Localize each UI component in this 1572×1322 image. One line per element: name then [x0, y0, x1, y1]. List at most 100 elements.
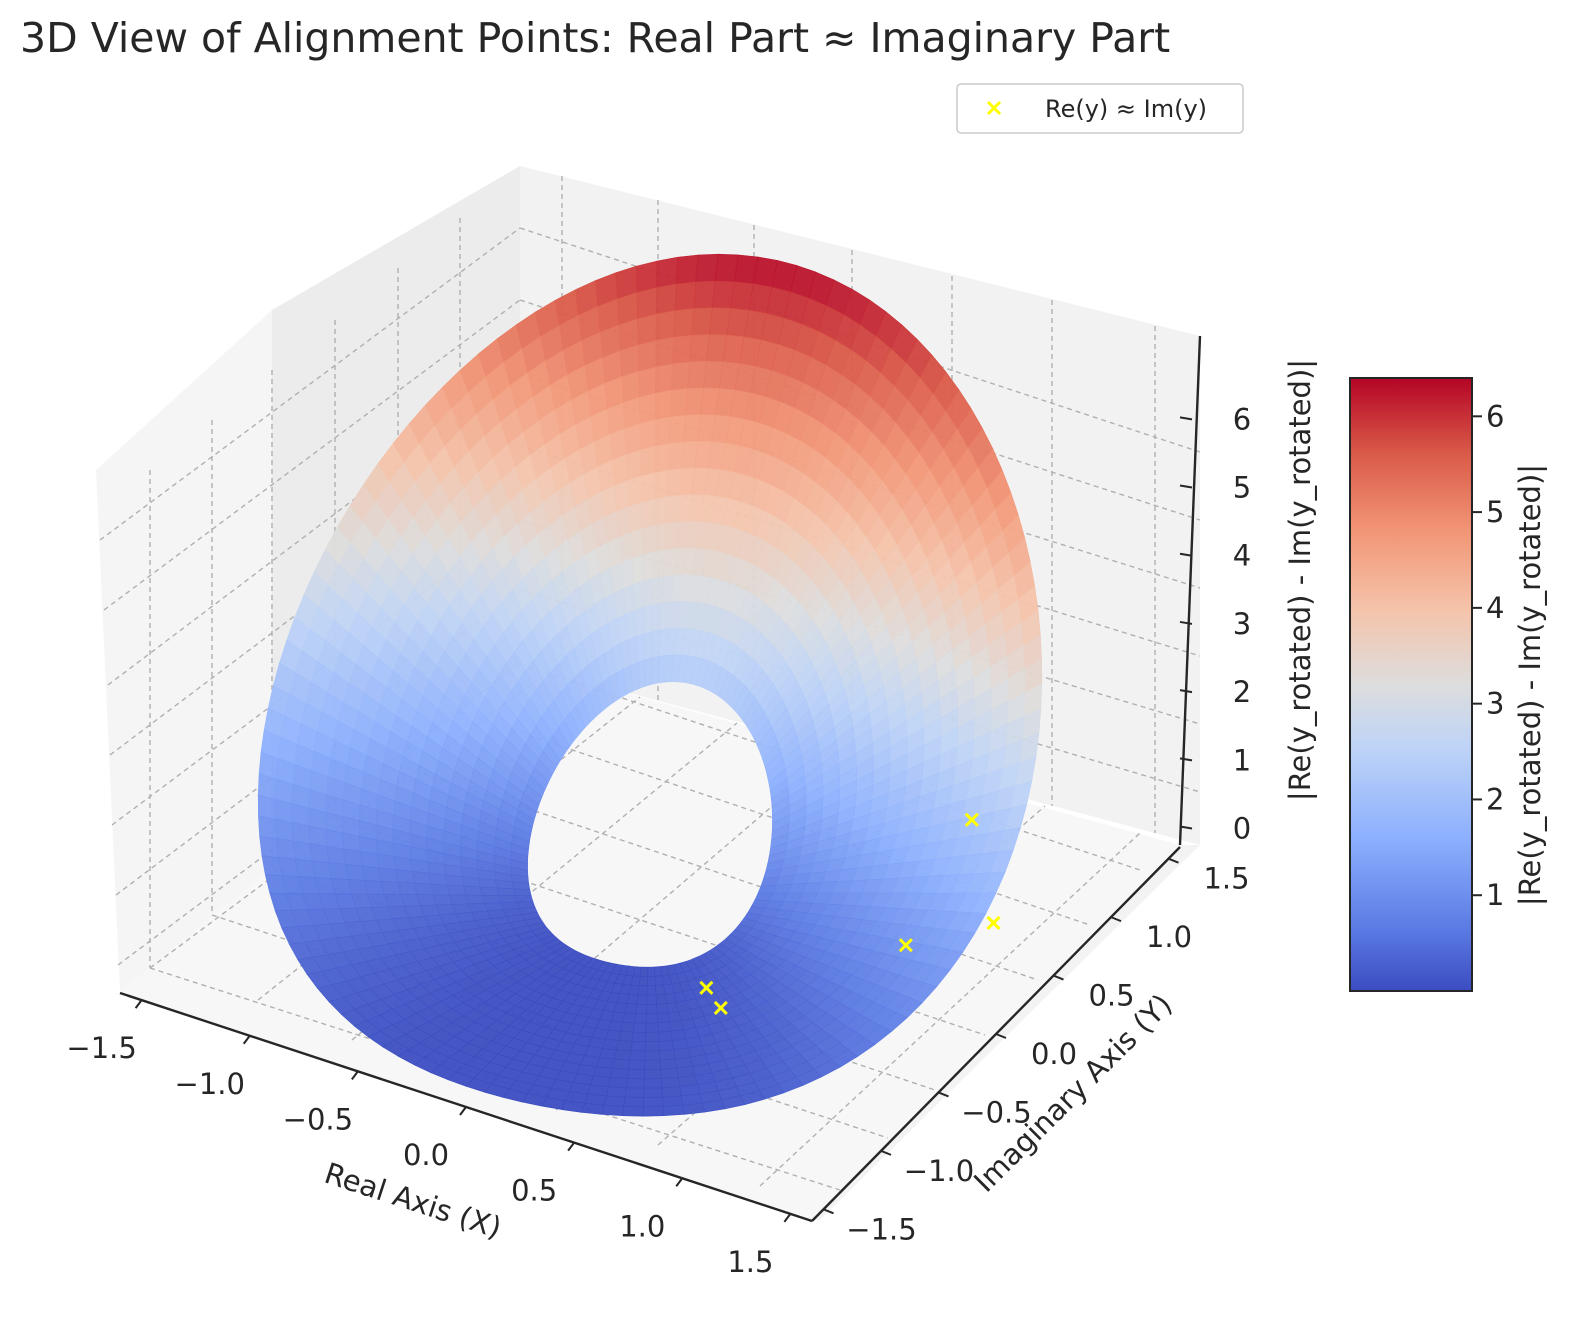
surface-patch [393, 856, 413, 872]
x-axis-ticks: −1.5 −1.0 −0.5 0.0 0.5 1.0 1.5 [66, 999, 792, 1279]
surface-patch [646, 994, 657, 1005]
surface-patch [359, 851, 380, 869]
colorbar-label: |Re(y_rotated) - Im(y_rotated)| [1513, 464, 1547, 906]
surface-patch [643, 1087, 663, 1098]
alignment-point [964, 812, 979, 827]
surface-patch [603, 1095, 626, 1107]
surface-patch [655, 336, 675, 368]
surface-patch [639, 419, 656, 451]
left-side-pane [96, 310, 272, 992]
surface-patch [652, 602, 663, 632]
surface-patch [512, 888, 532, 897]
surface-patch [446, 884, 467, 896]
surface-patch [662, 548, 676, 577]
surface-patch [642, 551, 654, 582]
surface-patch [638, 366, 657, 398]
surface-patch [643, 1096, 664, 1108]
surface-patch [620, 1021, 635, 1033]
surface-patch [624, 423, 641, 456]
surface-patch [276, 838, 296, 860]
y-axis-ticks: −1.5 −1.0 −0.50.0 0.5 1.0 1.5 [823, 857, 1250, 1246]
colorbar-tick-label: 6 [1486, 399, 1504, 433]
surface-patch [645, 1022, 659, 1033]
surface-patch [261, 855, 283, 876]
surface-patch [644, 631, 654, 661]
x-tick-label: 1.0 [619, 1209, 665, 1243]
y-tick-mark [1168, 857, 1179, 864]
surface-patch [292, 840, 313, 862]
surface-patch [343, 848, 363, 867]
surface-patch [666, 1002, 680, 1014]
x-tick-mark [783, 1213, 792, 1223]
alignment-points [699, 812, 1001, 1016]
legend-label: Re(y) ≈ Im(y) [1045, 95, 1207, 123]
y-tick-label: −1.0 [904, 1154, 974, 1188]
surface-patch [428, 872, 448, 886]
y-tick-mark [1053, 974, 1064, 981]
surface-patch [635, 260, 658, 293]
alignment-point [986, 915, 1001, 931]
surface-patch [691, 307, 713, 336]
surface-patch [664, 521, 678, 551]
z-axis-line [1178, 335, 1202, 846]
surface-patch [498, 895, 518, 904]
surface-patch [291, 822, 311, 845]
surface-patch [672, 334, 692, 365]
surface-patch [625, 1078, 645, 1089]
surface-patch [669, 1020, 684, 1032]
surface-patch [326, 845, 346, 865]
x-tick-label: −1.0 [175, 1067, 245, 1101]
surface-patch [627, 475, 642, 507]
colorbar [1349, 377, 1473, 992]
surface-patch [309, 843, 329, 863]
surface-patch [642, 1106, 665, 1117]
surface-patch [274, 798, 293, 823]
surface-patch [667, 441, 684, 471]
surface-patch [308, 825, 328, 847]
surface-patch [631, 1031, 647, 1043]
surface-patch [654, 416, 671, 447]
surface-patch [481, 894, 502, 904]
surface-patch [465, 894, 485, 905]
surface-patch [325, 829, 344, 850]
x-tick-mark [351, 1070, 359, 1080]
surface-patch [658, 1030, 673, 1042]
z-tick-label: 0 [1233, 812, 1251, 846]
surface-patch [612, 1058, 631, 1070]
surface-patch [675, 254, 699, 285]
y-tick-mark [995, 1033, 1007, 1039]
surface-patch [607, 1020, 624, 1032]
surface-patch [662, 1095, 684, 1107]
y-tick-mark [1110, 916, 1122, 923]
surface-patch [644, 1050, 661, 1061]
colorbar-tick-label: 3 [1486, 687, 1504, 721]
z-tick-label: 6 [1233, 402, 1251, 436]
surface-patch [645, 1031, 660, 1043]
surface-patch [655, 283, 677, 315]
z-tick-label: 4 [1233, 539, 1251, 573]
surface-patch [631, 554, 644, 585]
surface-patch [657, 1021, 672, 1033]
surface-patch [635, 1003, 648, 1015]
x-tick-mark [242, 1035, 251, 1045]
surface-patch [361, 865, 382, 882]
x-tick-mark [459, 1106, 467, 1116]
colorbar-tick-label: 2 [1486, 782, 1504, 816]
x-tick-label: −1.5 [66, 1031, 136, 1065]
surface-patch [410, 858, 430, 874]
surface-patch [643, 578, 654, 608]
surface-patch [604, 1029, 622, 1041]
surface-plot [257, 253, 1043, 1117]
surface-patch [496, 887, 516, 896]
surface-patch [652, 549, 665, 579]
surface-patch [689, 334, 710, 363]
z-axis-ticks: 0 1 2 3 4 5 6 [1179, 402, 1251, 846]
y-tick-label: 1.5 [1203, 862, 1249, 896]
surface-patch [344, 863, 365, 881]
surface-patch [666, 468, 682, 498]
surface-patch [628, 501, 643, 533]
x-tick-mark [675, 1177, 684, 1187]
surface-patch [656, 1012, 670, 1024]
z-tick-mark [1179, 689, 1193, 694]
surface-patch [608, 1077, 628, 1089]
